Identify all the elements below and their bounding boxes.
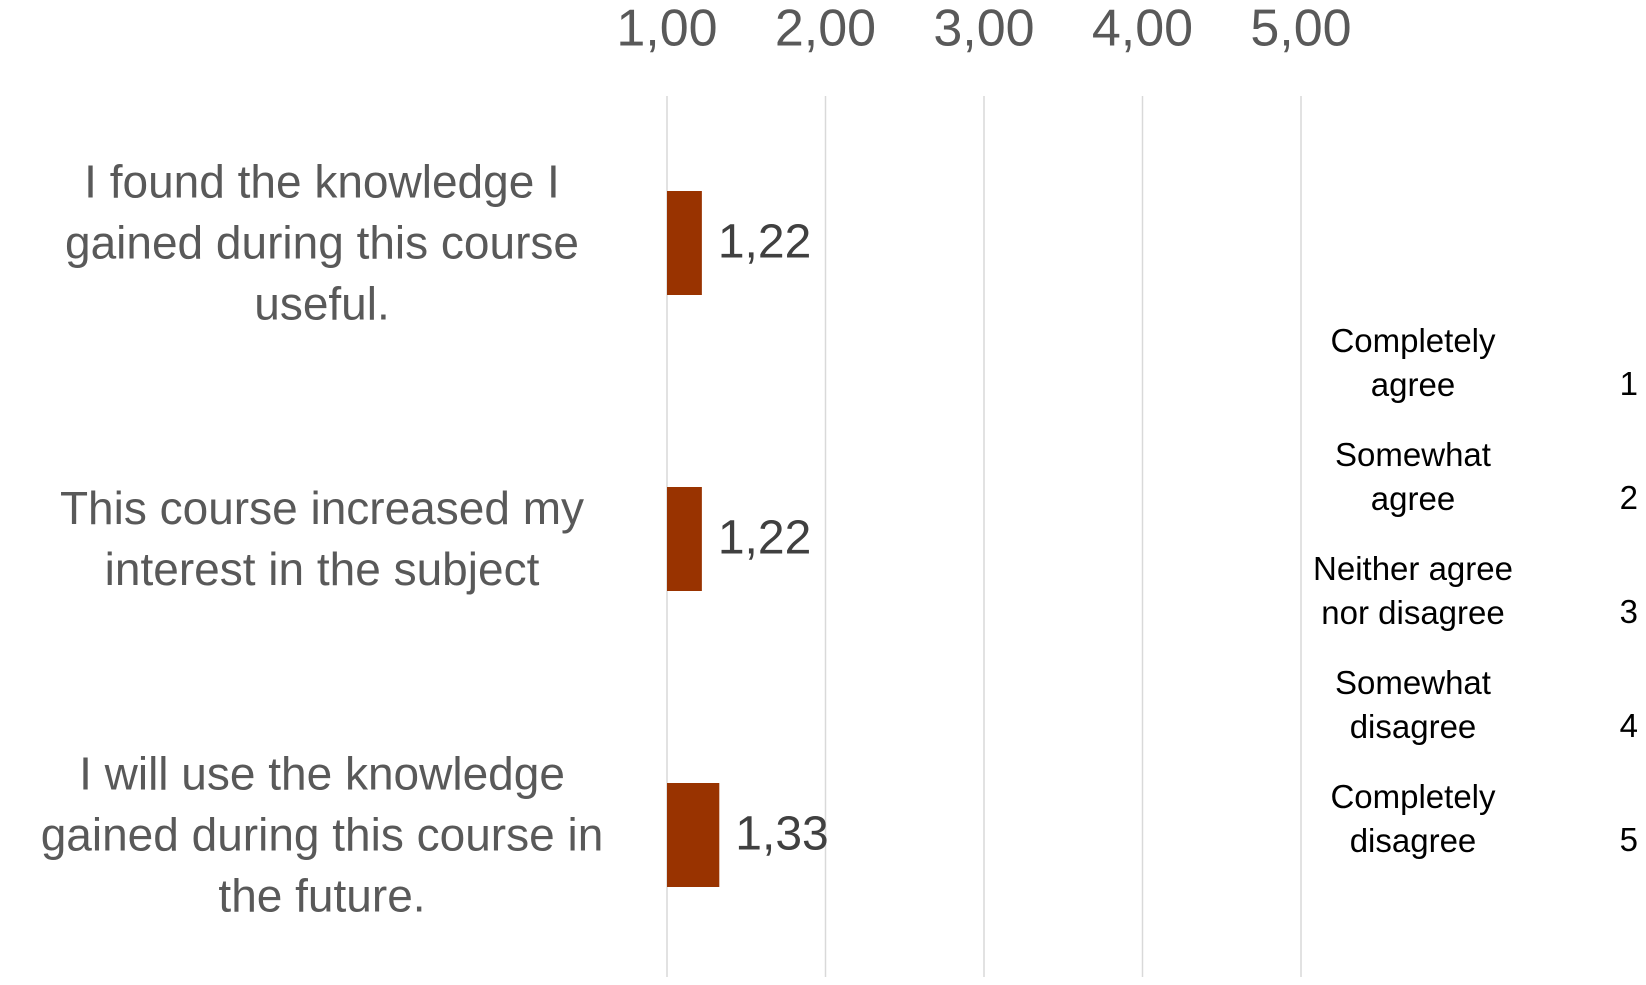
value-label: 1,33 [735, 808, 828, 861]
x-tick-label: 1,00 [616, 0, 717, 58]
category-label: I will use the knowledge gained during t… [40, 747, 604, 922]
legend-value: 1 [1619, 365, 1638, 402]
legend-value: 5 [1619, 821, 1638, 858]
x-tick-label: 2,00 [775, 0, 876, 58]
x-tick-label: 5,00 [1250, 0, 1351, 58]
legend-value: 3 [1619, 593, 1638, 630]
legend-label: Somewhat agree [1335, 436, 1491, 517]
bar [667, 487, 702, 591]
category-label: This course increased my interest in the… [59, 482, 585, 595]
legend-label: Completely agree [1330, 322, 1496, 403]
x-tick-label: 4,00 [1092, 0, 1193, 58]
legend-label: Somewhat disagree [1335, 664, 1491, 745]
legend-label: Neither agree nor disagree [1313, 550, 1513, 631]
legend-value: 2 [1619, 479, 1638, 516]
value-label: 1,22 [718, 216, 811, 269]
category-label: I found the knowledge I gained during th… [65, 155, 579, 330]
value-label: 1,22 [718, 512, 811, 565]
legend-label: Completely disagree [1330, 778, 1496, 859]
x-tick-label: 3,00 [933, 0, 1034, 58]
bar [667, 783, 720, 887]
bar [667, 191, 702, 295]
legend-value: 4 [1619, 707, 1638, 744]
